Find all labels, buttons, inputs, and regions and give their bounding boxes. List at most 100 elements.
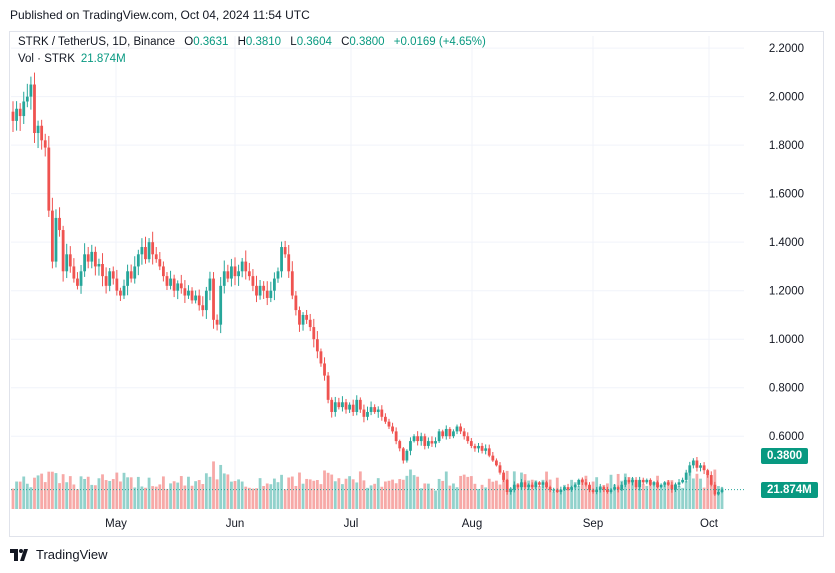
y-tick-label: 2.0000 bbox=[769, 92, 804, 104]
candle-body bbox=[86, 254, 90, 262]
volume-bar bbox=[341, 484, 344, 509]
volume-bar bbox=[215, 479, 219, 509]
volume-bar bbox=[430, 488, 434, 509]
volume-bar bbox=[373, 483, 377, 509]
volume-bar bbox=[176, 482, 180, 509]
volume-bar bbox=[602, 484, 606, 509]
tradingview-logo-icon bbox=[10, 548, 28, 561]
symbol-label[interactable]: STRK / TetherUS, 1D, Binance bbox=[18, 36, 176, 48]
volume-bar bbox=[111, 479, 115, 509]
volume-bar bbox=[194, 481, 198, 509]
y-tick-label: 0.8000 bbox=[769, 383, 804, 395]
volume-bar bbox=[226, 474, 230, 509]
volume-bar bbox=[72, 484, 76, 509]
volume-bar bbox=[201, 484, 205, 509]
x-tick-label: May bbox=[105, 518, 127, 530]
volume-bar bbox=[498, 484, 502, 509]
candle-body bbox=[197, 295, 201, 306]
candle-body bbox=[151, 242, 155, 255]
y-tick-label: 2.2000 bbox=[769, 43, 804, 55]
volume-bar bbox=[495, 480, 498, 509]
candle-body bbox=[83, 254, 87, 272]
volume-bar bbox=[545, 471, 548, 509]
tradingview-logo[interactable]: TradingView bbox=[10, 547, 108, 562]
candle-body bbox=[323, 363, 326, 376]
volume-bar bbox=[308, 479, 312, 509]
candle-body bbox=[283, 247, 287, 255]
volume-bar bbox=[287, 477, 291, 509]
volume-bar bbox=[50, 471, 54, 509]
candle-body bbox=[104, 276, 108, 286]
volume-bar bbox=[301, 483, 305, 509]
volume-bar bbox=[115, 472, 119, 509]
volume-bar bbox=[240, 481, 244, 509]
volume-bar bbox=[97, 478, 101, 509]
volume-bar bbox=[244, 486, 248, 509]
volume-bar bbox=[387, 480, 391, 509]
volume-bar bbox=[477, 488, 480, 509]
volume-bar bbox=[384, 481, 387, 509]
candle-body bbox=[219, 285, 223, 325]
candle-body bbox=[15, 108, 18, 121]
candle-body bbox=[484, 448, 488, 451]
candle-body bbox=[333, 402, 337, 412]
volume-bar bbox=[18, 481, 22, 509]
candle-body bbox=[262, 285, 266, 291]
volume-bar bbox=[305, 478, 309, 509]
volume-bar bbox=[681, 487, 685, 509]
volume-bar bbox=[720, 487, 724, 509]
candle-body bbox=[677, 482, 681, 485]
volume-bar bbox=[401, 479, 405, 509]
candle-body bbox=[495, 460, 498, 466]
candle-body bbox=[366, 411, 369, 417]
volume-bar bbox=[197, 480, 201, 509]
candle-body bbox=[179, 283, 183, 289]
volume-bar bbox=[541, 479, 545, 509]
volume-bar bbox=[136, 476, 140, 509]
volume-bar bbox=[258, 478, 262, 509]
volume-bar bbox=[484, 487, 488, 509]
price-chart[interactable]: 2.2000 2.0000 1.8000 1.6000 1.4000 1.2000 1.00… bbox=[9, 31, 824, 537]
candle-body bbox=[702, 465, 706, 471]
volume-bar bbox=[666, 480, 670, 509]
volume-bar bbox=[638, 481, 642, 509]
volume-bar bbox=[670, 480, 674, 509]
volume-bar bbox=[466, 476, 470, 509]
volume-bar bbox=[190, 485, 194, 509]
volume-bar bbox=[344, 478, 348, 509]
volume-bar bbox=[83, 478, 87, 509]
candle-body bbox=[376, 409, 380, 412]
volume-bar bbox=[444, 471, 448, 509]
candle-body bbox=[294, 295, 298, 311]
volume-label[interactable]: Vol · STRK bbox=[18, 53, 75, 65]
volume-bar bbox=[172, 481, 176, 509]
volume-bar bbox=[455, 487, 459, 509]
volume-bar bbox=[47, 471, 51, 509]
candle-body bbox=[409, 441, 412, 451]
candle-body bbox=[659, 484, 663, 488]
candle-body bbox=[183, 288, 187, 296]
candle-body bbox=[369, 407, 373, 412]
volume-bar bbox=[502, 475, 505, 509]
volume-bar bbox=[487, 478, 491, 509]
volume-bar bbox=[717, 486, 720, 509]
candle-body bbox=[119, 290, 122, 296]
candle-body bbox=[308, 319, 312, 328]
volume-bar bbox=[491, 481, 495, 509]
candle-body bbox=[394, 431, 398, 442]
volume-bar bbox=[312, 480, 316, 509]
volume-bar bbox=[158, 484, 162, 509]
candle-body bbox=[398, 441, 402, 449]
candle-body bbox=[315, 339, 319, 352]
volume-bar bbox=[412, 475, 416, 509]
candle-body bbox=[681, 479, 685, 483]
candle-body bbox=[79, 271, 83, 286]
volume-bar bbox=[65, 482, 69, 509]
candle-body bbox=[76, 278, 79, 286]
low-value: 0.3604 bbox=[296, 36, 332, 48]
volume-bar bbox=[695, 473, 699, 509]
candle-body bbox=[434, 441, 437, 444]
candle-body bbox=[169, 278, 172, 286]
volume-bar bbox=[61, 474, 65, 509]
volume-bar bbox=[366, 487, 369, 509]
